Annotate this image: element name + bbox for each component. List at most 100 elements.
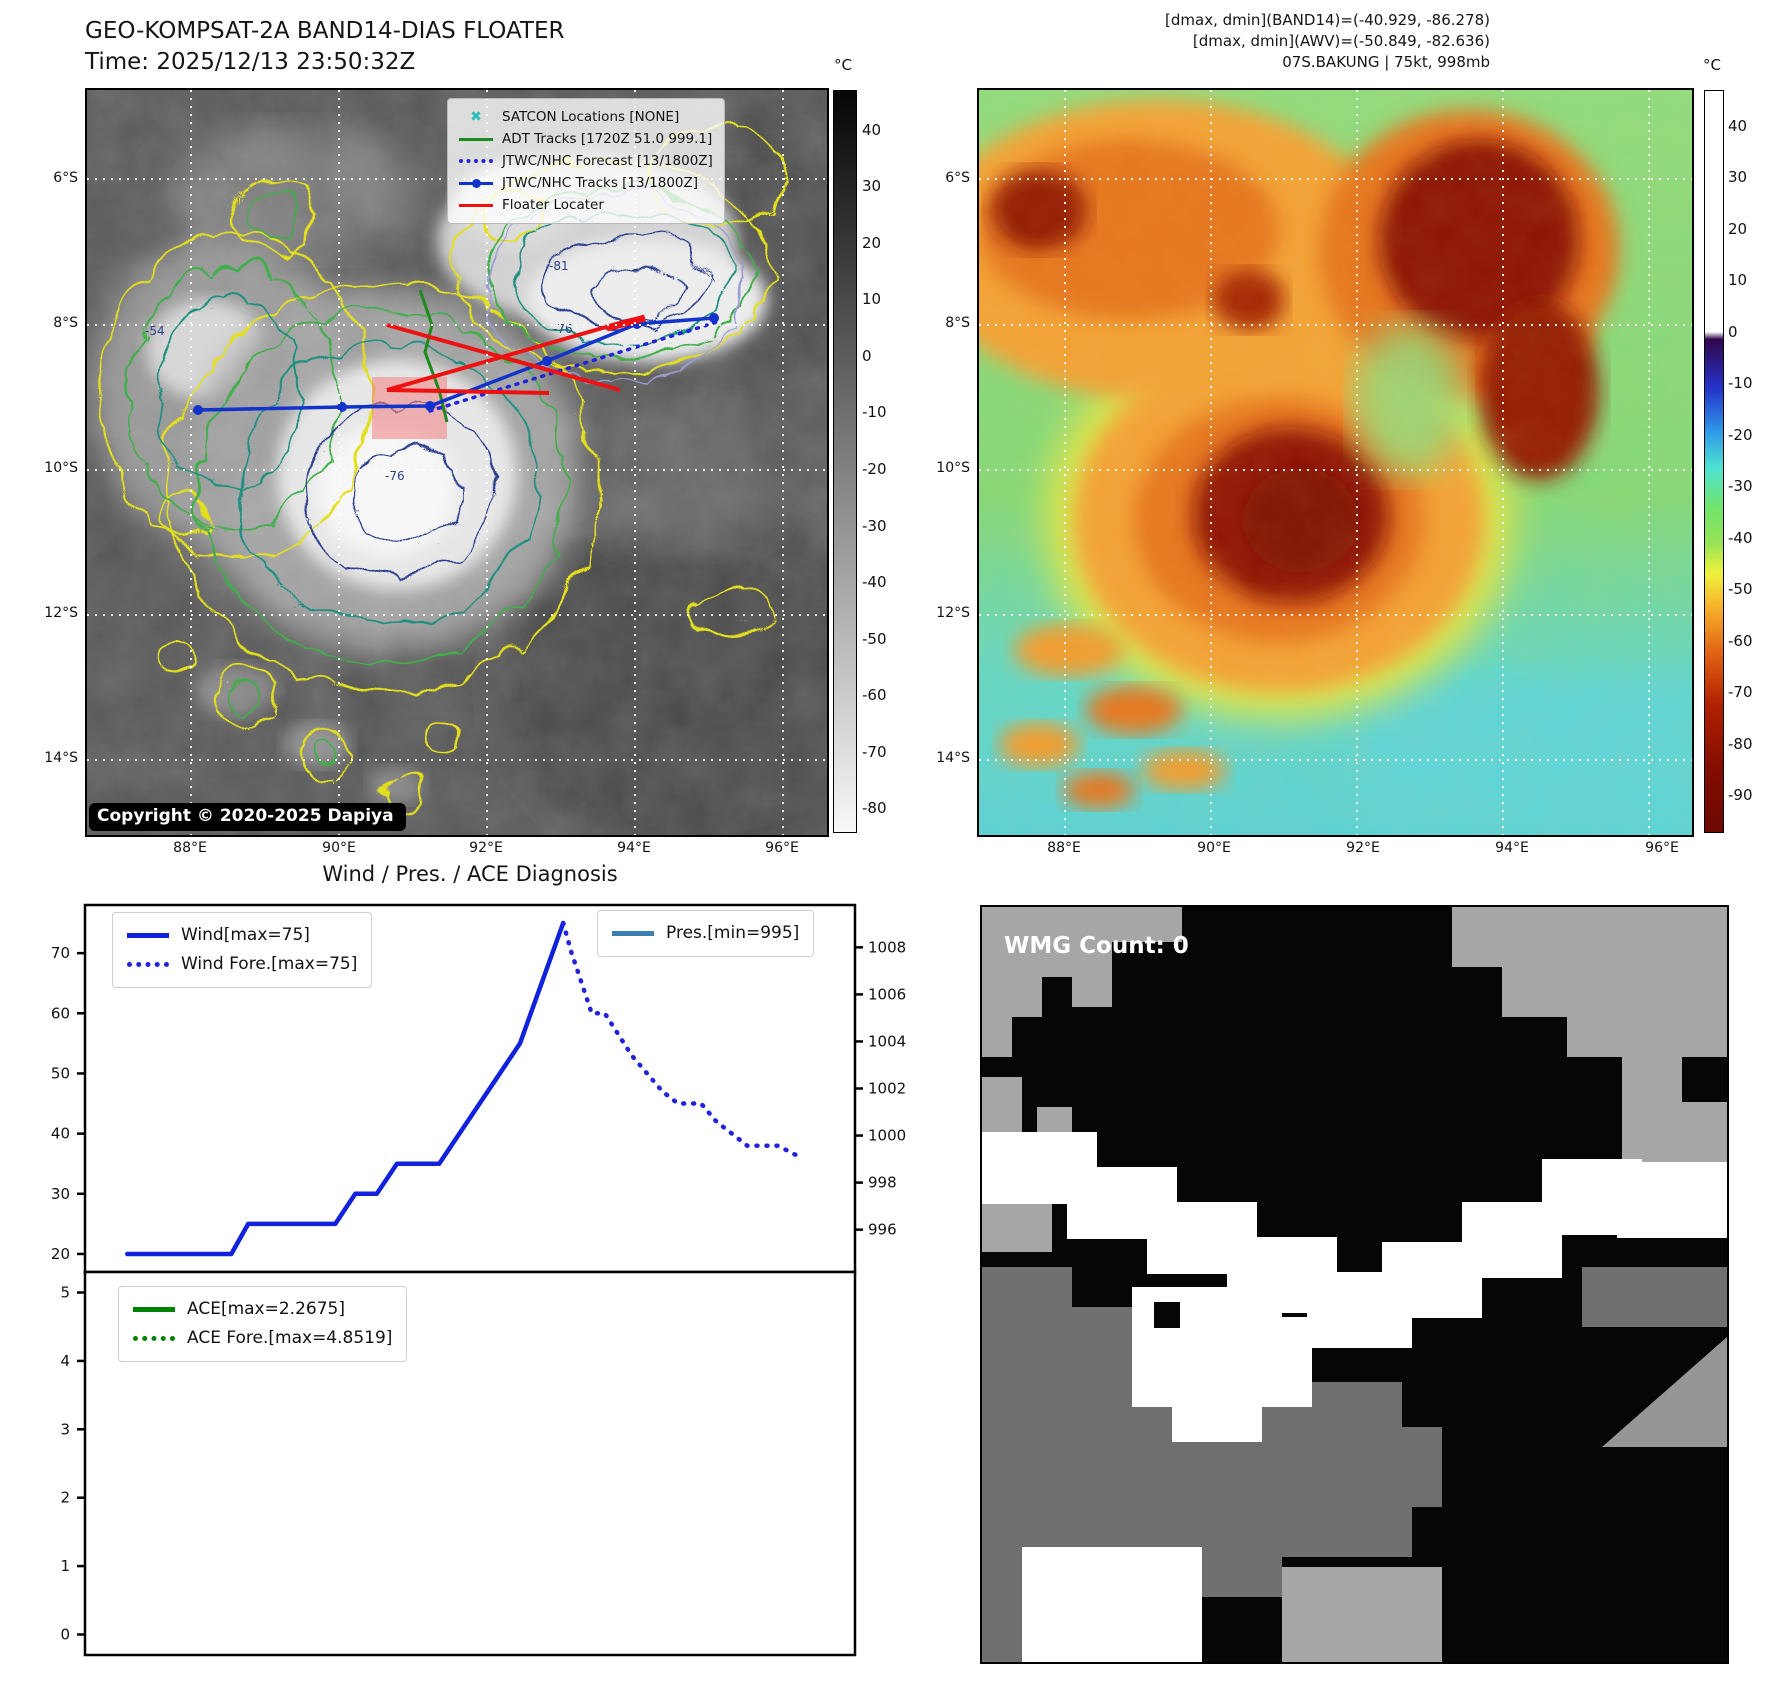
awv-lon-tick: 96°E	[1645, 840, 1679, 856]
contour-label: -76	[553, 322, 573, 336]
y2-tick-label: 1006	[868, 985, 906, 1003]
y2-tick-label: 996	[868, 1221, 897, 1239]
awv-cbar-tick: -90	[1728, 785, 1753, 804]
map-legend-label: JTWC/NHC Tracks [13/1800Z]	[502, 175, 699, 191]
band14-lat-tick: 8°S	[53, 315, 78, 331]
page-title: GEO-KOMPSAT-2A BAND14-DIAS FLOATER	[85, 18, 565, 44]
contour-label: -76	[385, 469, 405, 483]
y-tick-label: 1	[60, 1557, 70, 1575]
band14-cbar-tick: 20	[862, 233, 882, 252]
series-swatch-icon	[133, 1307, 175, 1312]
wmg-classification-image	[982, 907, 1727, 1662]
band14-cbar-tick: -10	[862, 403, 887, 422]
wmg-map-panel: WMG Count: 0	[980, 905, 1729, 1664]
y-tick-label: 0	[60, 1625, 70, 1643]
contour-navy	[296, 229, 703, 571]
awv-cbar-tick: -60	[1728, 631, 1753, 650]
band14-cbar-tick: -70	[862, 742, 887, 761]
awv-cbar-tick: -50	[1728, 580, 1753, 599]
y2-tick-label: 1008	[868, 938, 906, 956]
contour-value-labels: -54 -76 -81 -76	[145, 259, 573, 483]
band14-cbar-tick: -30	[862, 516, 887, 535]
awv-cbar-tick: 30	[1728, 168, 1748, 187]
band14-map-legend: ✖ SATCON Locations [NONE] ADT Tracks [1720…	[447, 98, 725, 224]
band14-header: GEO-KOMPSAT-2A BAND14-DIAS FLOATER Time:…	[85, 16, 565, 78]
dmax-dmin-band14: [dmax, dmin](BAND14)=(-40.929, -86.278)	[1165, 11, 1490, 29]
y-tick-label: 4	[60, 1352, 70, 1370]
awv-cbar-tick: -30	[1728, 477, 1753, 496]
band14-colorbar-title: °C	[834, 56, 852, 74]
band14-lat-tick: 6°S	[53, 170, 78, 186]
wmg-count-label: WMG Count: 0	[1004, 933, 1189, 959]
dmax-dmin-awv: [dmax, dmin](AWV)=(-50.849, -82.636)	[1192, 32, 1490, 50]
series-Wind Fore.[max=75]	[560, 920, 804, 1160]
line-icon	[459, 137, 493, 141]
band14-cbar-tick: 40	[862, 120, 882, 139]
band14-cbar-tick: -20	[862, 459, 887, 478]
y-tick-label: 50	[51, 1064, 70, 1082]
y-tick-label: 30	[51, 1185, 70, 1203]
awv-lat-tick: 12°S	[936, 605, 970, 621]
band14-cbar-tick: -50	[862, 629, 887, 648]
awv-cbar-tick: 40	[1728, 117, 1748, 136]
band14-lon-tick: 88°E	[173, 840, 207, 856]
map-legend-label: ADT Tracks [1720Z 51.0 999.1]	[502, 131, 713, 147]
band14-cbar-tick: -40	[862, 573, 887, 592]
awv-lat-tick: 8°S	[945, 315, 970, 331]
band14-colorbar	[833, 90, 857, 833]
y2-tick-label: 1000	[868, 1127, 906, 1145]
chart-legend-label: Pres.[min=995]	[666, 923, 800, 943]
band14-map-panel: -54 -76 -81 -76	[85, 88, 829, 837]
wind-legend: Wind[max=75] Wind Fore.[max=75]	[112, 912, 373, 988]
map-legend-item: JTWC/NHC Forecast [13/1800Z]	[459, 150, 713, 172]
storm-id-intensity: 07S.BAKUNG | 75kt, 998mb	[1282, 53, 1490, 71]
chart-legend-item: ACE[max=2.2675]	[133, 1295, 392, 1324]
jtwc-forecast-track	[428, 320, 719, 413]
y-tick-label: 40	[51, 1125, 70, 1143]
y2-tick-label: 998	[868, 1174, 897, 1192]
band14-lon-tick: 94°E	[617, 840, 651, 856]
floater-locater-lines	[386, 314, 646, 395]
y-tick-label: 70	[51, 944, 70, 962]
awv-lon-tick: 92°E	[1346, 840, 1380, 856]
awv-colorbar	[1704, 90, 1724, 833]
awv-lon-tick: 88°E	[1047, 840, 1081, 856]
storm-info-header: [dmax, dmin](BAND14)=(-40.929, -86.278) …	[1165, 10, 1490, 73]
wmg-black-wedge	[1442, 1427, 1727, 1662]
awv-cbar-tick: 10	[1728, 271, 1748, 290]
series-swatch-icon	[612, 931, 654, 936]
awv-map-panel	[977, 88, 1694, 837]
awv-lon-tick: 90°E	[1197, 840, 1231, 856]
y-tick-label: 3	[60, 1420, 70, 1438]
y2-tick-label: 1004	[868, 1032, 906, 1050]
awv-cbar-tick: 20	[1728, 219, 1748, 238]
series-swatch-icon	[133, 1336, 175, 1341]
jtwc-track	[193, 313, 719, 415]
line-icon	[459, 203, 493, 207]
timestamp: Time: 2025/12/13 23:50:32Z	[85, 49, 416, 75]
map-legend-label: SATCON Locations [NONE]	[502, 109, 680, 125]
band14-cbar-tick: -60	[862, 686, 887, 705]
awv-lat-tick: 10°S	[936, 460, 970, 476]
awv-cbar-tick: -70	[1728, 683, 1753, 702]
chart-legend-item: Pres.[min=995]	[612, 919, 799, 948]
awv-satellite-image	[979, 90, 1692, 835]
map-legend-item: ✖ SATCON Locations [NONE]	[459, 106, 713, 128]
y-tick-label: 20	[51, 1245, 70, 1263]
contour-label: -81	[549, 259, 569, 273]
awv-cbar-tick: -80	[1728, 734, 1753, 753]
map-legend-label: Floater Locater	[502, 197, 604, 213]
band14-lon-tick: 92°E	[469, 840, 503, 856]
map-legend-label: JTWC/NHC Forecast [13/1800Z]	[502, 153, 713, 169]
wmg-gray-sliver	[1602, 1337, 1727, 1447]
wmg-black-pixel	[1154, 1302, 1180, 1328]
y-tick-label: 60	[51, 1004, 70, 1022]
chart-legend-label: ACE Fore.[max=4.8519]	[187, 1328, 393, 1348]
awv-lon-tick: 94°E	[1495, 840, 1529, 856]
copyright-badge: Copyright © 2020-2025 Dapiya	[89, 803, 406, 831]
line-dot-icon	[459, 178, 493, 188]
chart-legend-item: ACE Fore.[max=4.8519]	[133, 1324, 392, 1353]
ace-legend: ACE[max=2.2675] ACE Fore.[max=4.8519]	[118, 1286, 408, 1362]
diagnosis-title: Wind / Pres. / ACE Diagnosis	[322, 862, 618, 886]
band14-lat-tick: 10°S	[44, 460, 78, 476]
